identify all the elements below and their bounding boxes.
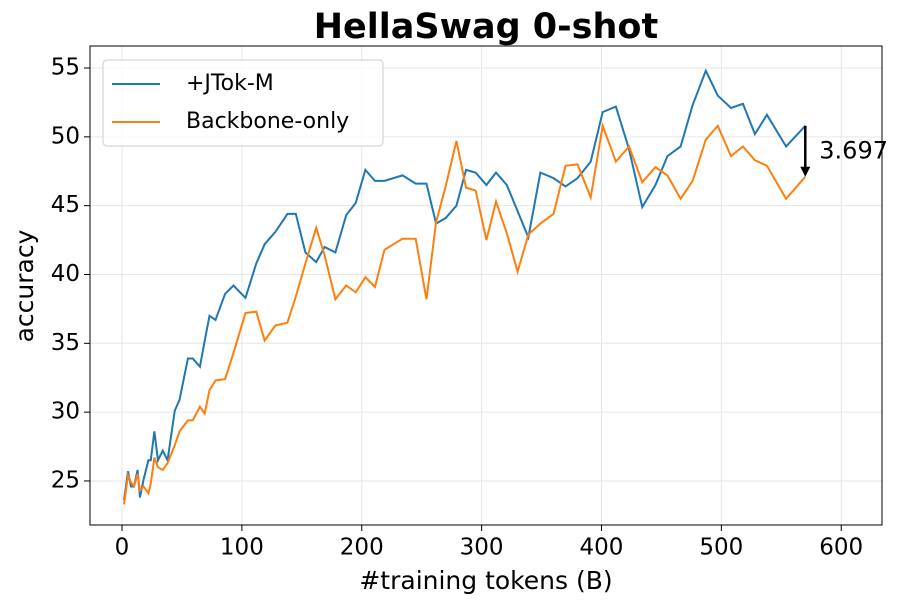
y-tick-label: 40	[51, 261, 80, 287]
legend-label: +JTok-M	[186, 71, 274, 96]
y-tick-label: 25	[51, 467, 80, 493]
plot-frame	[89, 45, 883, 526]
chart-title: HellaSwag 0-shot	[314, 7, 658, 47]
x-tick-label: 0	[115, 535, 130, 561]
x-axis-label: #training tokens (B)	[359, 566, 612, 595]
y-tick-label: 50	[51, 123, 80, 149]
x-tick-label: 500	[699, 535, 743, 561]
x-tick-label: 600	[819, 535, 863, 561]
y-axis-label: accuracy	[10, 229, 39, 342]
series-line	[123, 68, 807, 501]
x-tick-label: 200	[340, 535, 384, 561]
legend-label: Backbone-only	[186, 109, 349, 134]
y-tick-label: 30	[51, 399, 80, 425]
series-line	[123, 121, 807, 505]
y-tick-label: 55	[51, 55, 80, 81]
x-tick-label: 300	[460, 535, 504, 561]
annotation-arrowhead	[800, 166, 811, 177]
x-tick-label: 400	[580, 535, 624, 561]
x-tick-label: 100	[220, 535, 264, 561]
y-tick-label: 35	[51, 330, 80, 356]
y-tick-label: 45	[51, 192, 80, 218]
legend-box	[102, 59, 384, 147]
annotation: 3.697	[819, 136, 888, 164]
